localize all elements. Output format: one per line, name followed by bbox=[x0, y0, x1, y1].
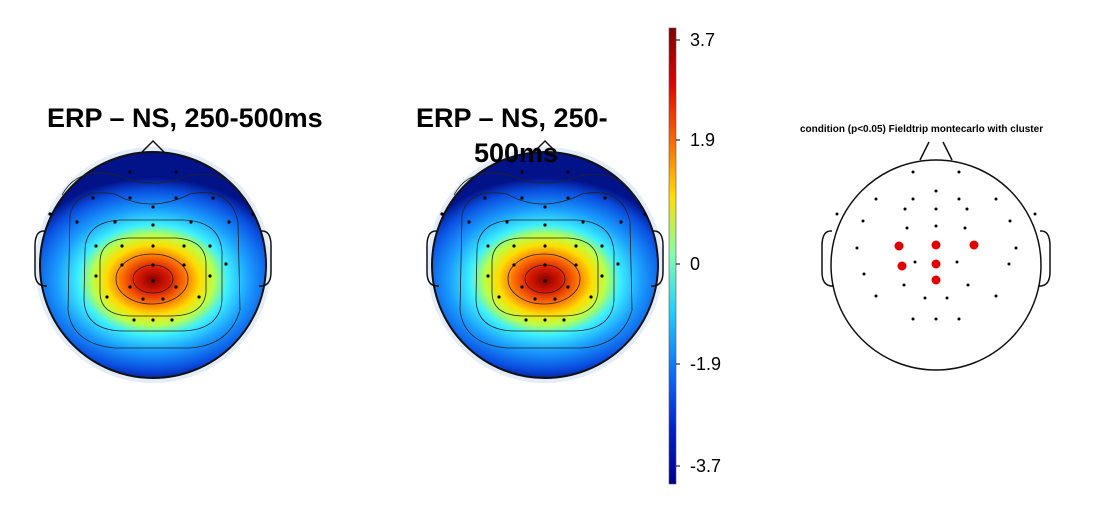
cluster-topoplot-right-ear bbox=[1037, 230, 1051, 287]
colorbar-tick-label: 1.9 bbox=[690, 130, 716, 150]
cluster-topoplot-title: condition (p<0.05) Fieldtrip montecarlo … bbox=[800, 124, 1044, 135]
cluster-topoplot-electrodes bbox=[835, 170, 1037, 321]
topoplot-2-contours bbox=[453, 172, 638, 349]
topoplot-1 bbox=[34, 139, 272, 383]
topoplot-2-nose bbox=[533, 139, 557, 153]
topoplot-2-right-ear bbox=[650, 230, 664, 287]
topoplot-2 bbox=[426, 139, 664, 383]
topoplot-1-right-ear bbox=[258, 230, 272, 287]
topoplot-2-electrodes bbox=[440, 170, 647, 322]
cluster-topoplot-left-ear bbox=[821, 230, 835, 287]
topoplot-1-left-ear bbox=[34, 230, 48, 287]
topoplot-2-title-line2: 500ms bbox=[474, 138, 559, 168]
topoplot-1-title: ERP – NS, 250-500ms bbox=[47, 103, 323, 133]
cluster-topoplot bbox=[821, 141, 1051, 371]
topoplot-1-electrodes bbox=[48, 170, 255, 322]
cluster-topoplot-nose bbox=[919, 141, 953, 161]
colorbar-tick-label: -1.9 bbox=[690, 354, 722, 374]
colorbar-tick-marks bbox=[676, 39, 680, 467]
topoplot-2-title-line1: ERP – NS, 250- bbox=[416, 103, 608, 133]
topoplot-2-head-outline bbox=[431, 151, 659, 379]
colorbar-tick-label: 3.7 bbox=[690, 30, 716, 50]
topoplot-2-left-ear bbox=[426, 230, 440, 287]
cluster-electrodes bbox=[894, 240, 979, 285]
colorbar bbox=[668, 27, 680, 485]
topoplot-1-head-outline bbox=[39, 151, 267, 379]
colorbar-gradient bbox=[668, 27, 677, 485]
colorbar-tick-label: -3.7 bbox=[690, 456, 722, 476]
topoplot-1-nose bbox=[141, 139, 165, 153]
colorbar-tick-label: 0 bbox=[690, 254, 701, 274]
